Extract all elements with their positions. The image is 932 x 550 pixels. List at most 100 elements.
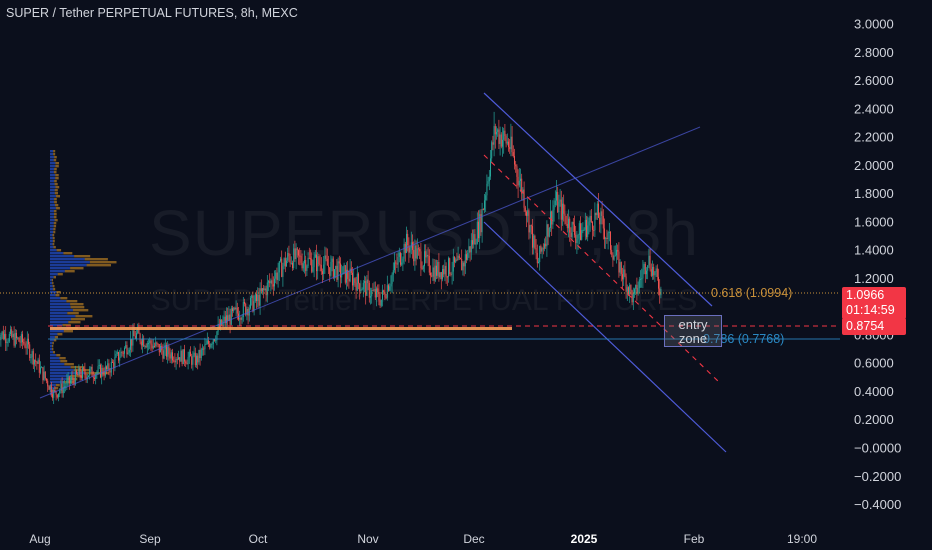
candle-body [341, 274, 343, 278]
volume-profile-bar [50, 168, 55, 171]
candle-body [486, 183, 488, 196]
candle-body [210, 344, 212, 348]
volume-profile-bar [50, 345, 52, 348]
volume-profile-bar [53, 225, 57, 228]
candle-body [36, 361, 38, 364]
volume-profile-bar [53, 171, 57, 174]
candle-body [191, 356, 193, 365]
candle-body [588, 221, 590, 226]
y-axis: 3.0000 2.8000 2.6000 2.4000 2.2000 2.0000 1.80… [854, 17, 901, 513]
drawings-group [0, 92, 840, 453]
volume-profile-bar [50, 174, 56, 177]
candle-body [540, 246, 542, 252]
candle-body [175, 358, 177, 363]
candle-body [30, 357, 32, 359]
candle-body [385, 297, 387, 299]
candle-body [450, 274, 452, 276]
volume-profile-bar [56, 354, 61, 357]
candle-body [527, 210, 529, 216]
volume-profile [50, 150, 117, 396]
candle-body [448, 258, 449, 277]
candle-body [209, 344, 211, 348]
candle-body [301, 262, 303, 269]
candle-body [389, 286, 391, 291]
x-tick-label: Aug [29, 532, 50, 546]
candle-body [144, 346, 146, 348]
candle-body [188, 351, 190, 358]
candle-body [79, 368, 81, 376]
candle-body [383, 290, 385, 293]
candle-body [373, 289, 375, 291]
candle-body [352, 272, 353, 286]
candle-body [618, 251, 620, 273]
candle-body [475, 243, 477, 245]
candle-body [440, 272, 442, 280]
volume-profile-bar [89, 261, 117, 264]
candle-body [242, 302, 244, 317]
candle-body [408, 245, 410, 253]
candle-body [563, 203, 565, 214]
candle-body [340, 263, 341, 278]
entry-zone-annotation[interactable]: entry zone [664, 315, 722, 347]
candle-body [613, 255, 615, 260]
candle-body [187, 357, 189, 365]
candle-body [18, 337, 20, 342]
candle-body [658, 276, 659, 289]
candle-body [198, 349, 200, 363]
candle-body [654, 271, 656, 276]
candle-body [163, 348, 165, 359]
candle-body [142, 338, 143, 346]
candle-body [629, 285, 631, 295]
candle-body [1, 331, 3, 336]
candle-body [192, 355, 194, 365]
candle-body [410, 242, 412, 248]
candle-body [127, 352, 129, 355]
current-price-badge: 1.0966 01:14:59 [842, 287, 906, 319]
candle-body [581, 230, 583, 240]
x-tick-label: 2025 [571, 532, 598, 546]
candle-body [648, 255, 650, 266]
candle-body [443, 269, 445, 275]
volume-profile-bar [50, 189, 55, 192]
candle-body [72, 376, 74, 381]
candle-body [278, 261, 280, 273]
y-tick-label: −0.4000 [854, 497, 901, 512]
candle-body [288, 253, 290, 257]
candle-body [571, 222, 573, 237]
candle-body [436, 265, 437, 276]
volume-profile-bar [62, 324, 71, 327]
candle-body [553, 205, 555, 210]
volume-profile-bar [52, 348, 54, 351]
candle-body [245, 303, 247, 315]
volume-profile-bar [68, 321, 81, 324]
candle-body [622, 274, 623, 280]
y-tick-label: 1.6000 [854, 214, 894, 229]
candle-body [58, 393, 59, 398]
volume-profile-bar [50, 207, 56, 210]
candle-body [56, 394, 58, 398]
candle-body [332, 258, 334, 278]
volume-profile-bar [50, 177, 56, 180]
volume-profile-bar [50, 198, 55, 201]
volume-profile-bar [50, 318, 71, 321]
chart-title: SUPER / Tether PERPETUAL FUTURES, 8h, ME… [6, 6, 298, 20]
volume-profile-bar [51, 393, 53, 396]
candle-body [295, 248, 297, 259]
volume-profile-bar [50, 321, 69, 324]
volume-profile-bar [70, 267, 84, 270]
candle-body [298, 250, 299, 256]
candle-body [653, 266, 655, 276]
candle-body [400, 252, 401, 265]
candle-body [228, 314, 230, 321]
candle-body [221, 319, 223, 326]
candle-body [287, 253, 289, 261]
volume-profile-bar [50, 369, 74, 372]
candle-body [353, 278, 355, 286]
candle-body [133, 330, 135, 336]
candle-body [19, 341, 21, 343]
candle-body [595, 212, 597, 216]
volume-profile-bar [50, 192, 55, 195]
volume-profile-bar [52, 234, 55, 237]
